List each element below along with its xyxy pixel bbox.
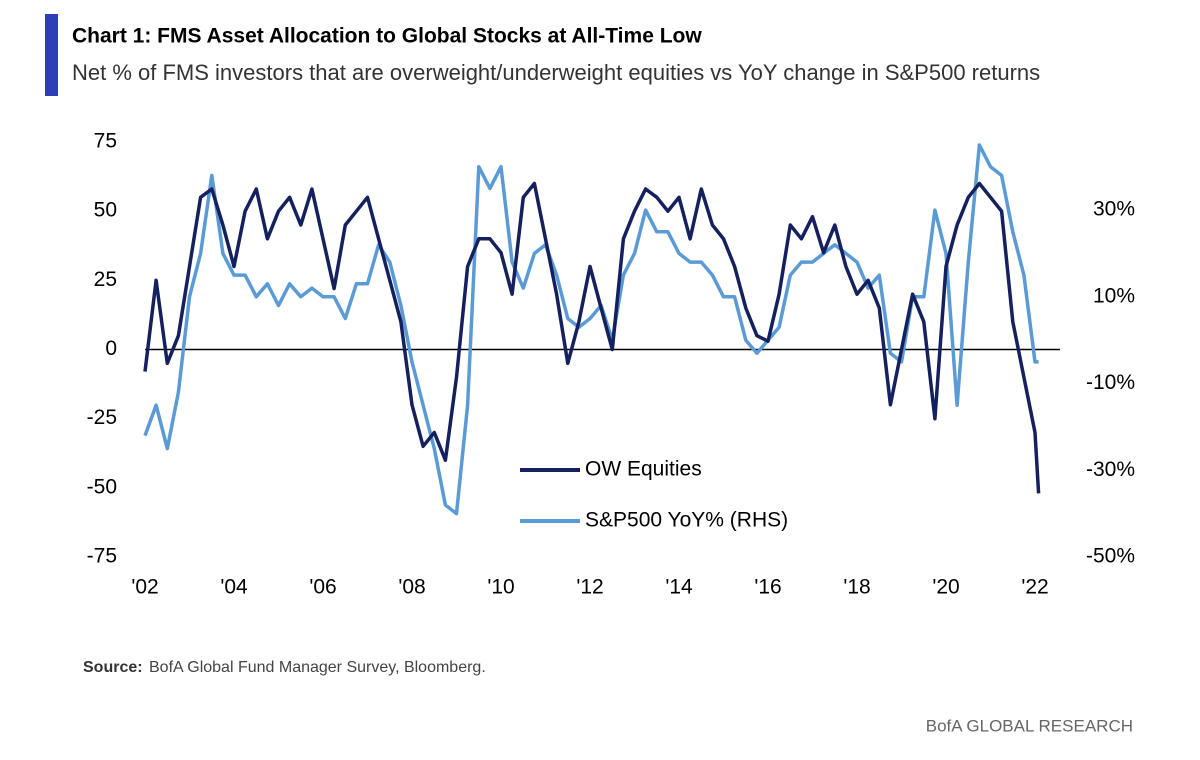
y-tick-label: 25 bbox=[94, 268, 117, 291]
chart-subtitle: Net % of FMS investors that are overweig… bbox=[72, 60, 1040, 85]
x-tick-label: '08 bbox=[398, 576, 425, 599]
chart-title: Chart 1: FMS Asset Allocation to Global … bbox=[72, 25, 702, 48]
x-tick-label: '18 bbox=[843, 576, 870, 599]
y2-tick-label: -10% bbox=[1086, 371, 1135, 394]
title-bar bbox=[45, 14, 58, 96]
y-tick-label: -75 bbox=[87, 545, 117, 568]
x-tick-label: '22 bbox=[1021, 576, 1048, 599]
y2-tick-label: -30% bbox=[1086, 458, 1135, 481]
x-tick-label: '02 bbox=[131, 576, 158, 599]
y-tick-label: 50 bbox=[94, 199, 117, 222]
y2-tick-label: 30% bbox=[1093, 198, 1135, 221]
x-tick-label: '10 bbox=[487, 576, 514, 599]
x-tick-label: '20 bbox=[932, 576, 959, 599]
source: BofA Global Fund Manager Survey, Bloombe… bbox=[149, 659, 486, 676]
y2-tick-label: 10% bbox=[1093, 284, 1135, 307]
branding: BofA GLOBAL RESEARCH bbox=[926, 716, 1133, 735]
legend-label: S&P500 YoY% (RHS) bbox=[585, 509, 788, 532]
x-tick-label: '12 bbox=[576, 576, 603, 599]
series-line bbox=[143, 143, 1039, 516]
y-tick-label: 75 bbox=[94, 130, 117, 153]
x-tick-label: '16 bbox=[754, 576, 781, 599]
x-tick-label: '06 bbox=[309, 576, 336, 599]
x-tick-label: '14 bbox=[665, 576, 693, 599]
y-tick-label: -50 bbox=[87, 475, 117, 498]
y-tick-label: -25 bbox=[87, 406, 117, 429]
y-tick-label: 0 bbox=[105, 337, 117, 360]
x-tick-label: '04 bbox=[220, 576, 248, 599]
y2-tick-label: -50% bbox=[1086, 545, 1135, 568]
series-line bbox=[143, 181, 1041, 494]
legend-label: OW Equities bbox=[585, 458, 702, 481]
source-label: Source: bbox=[83, 659, 143, 676]
